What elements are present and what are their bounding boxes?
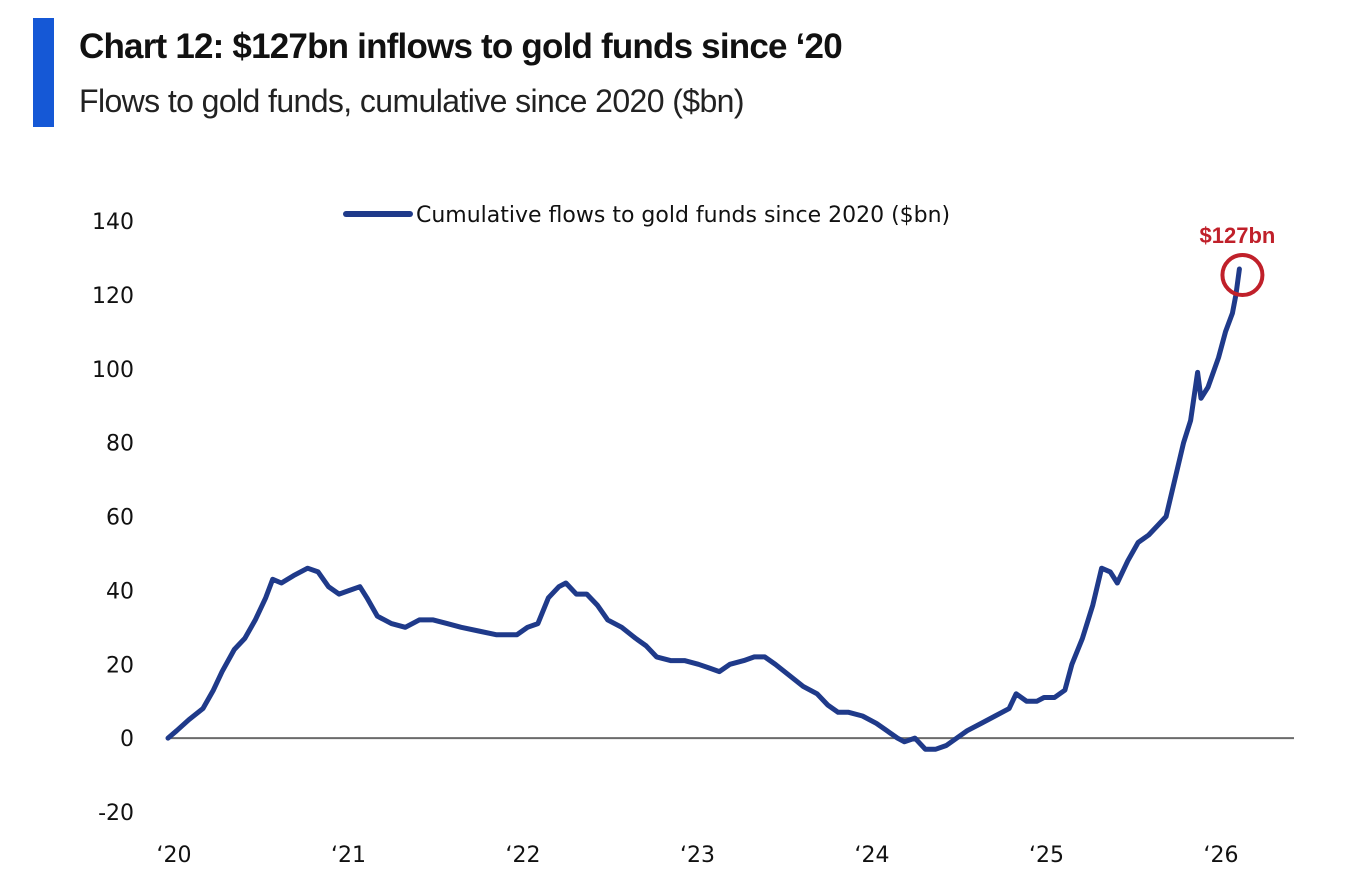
x-tick-label: ‘26 [1204, 843, 1239, 868]
annotation: $127bn [1200, 223, 1276, 298]
y-tick-label: 120 [92, 284, 134, 309]
legend-label: Cumulative flows to gold funds since 202… [416, 203, 950, 228]
y-tick-label: 20 [106, 653, 134, 678]
y-tick-label: -20 [98, 801, 134, 826]
legend: Cumulative flows to gold funds since 202… [343, 203, 950, 228]
annotation-circle [1220, 253, 1265, 298]
chart-subtitle: Flows to gold funds, cumulative since 20… [79, 83, 745, 119]
y-tick-label: 140 [92, 210, 134, 235]
x-tick-label: ‘21 [331, 843, 366, 868]
x-tick-label: ‘23 [680, 843, 715, 868]
series-line [165, 266, 1242, 752]
y-tick-label: 0 [120, 727, 134, 752]
y-tick-label: 80 [106, 432, 134, 457]
x-tick-label: ‘20 [157, 843, 192, 868]
y-tick-label: 100 [92, 358, 134, 383]
annotation-label: $127bn [1200, 223, 1276, 248]
title-accent-bar [33, 18, 54, 127]
x-tick-label: ‘24 [855, 843, 890, 868]
y-axis: 140 120 100 80 60 40 20 0 -20 [92, 210, 134, 826]
x-tick-label: ‘25 [1029, 843, 1064, 868]
y-tick-label: 40 [106, 579, 134, 604]
series-group [165, 266, 1242, 752]
y-tick-label: 60 [106, 506, 134, 531]
chart-title: Chart 12: $127bn inflows to gold funds s… [79, 27, 843, 66]
x-axis: ‘20 ‘21 ‘22 ‘23 ‘24 ‘25 ‘26 [157, 843, 1239, 868]
x-tick-label: ‘22 [506, 843, 541, 868]
